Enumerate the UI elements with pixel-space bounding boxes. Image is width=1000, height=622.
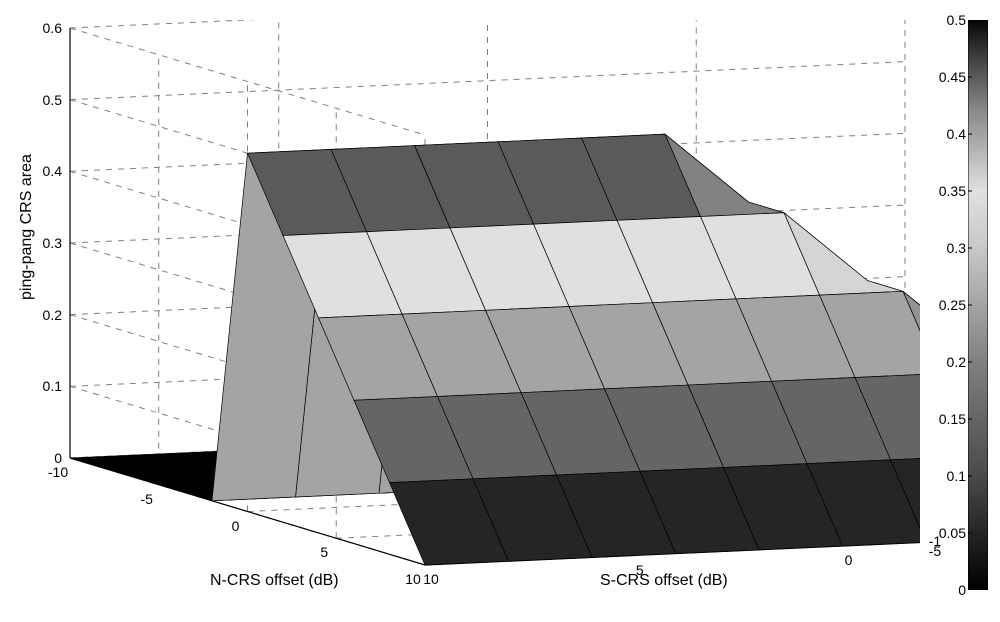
x-right-tick-label: 10 [423,571,439,587]
surface-plot [60,20,920,590]
z-tick-label: 0.2 [32,307,62,323]
z-tick-label: 0.5 [32,92,62,108]
x-right-tick-label: 5 [636,562,644,578]
colorbar-tick-label: 0 [958,582,966,598]
colorbar-tick-label: 0.4 [947,126,966,142]
colorbar [968,20,988,590]
colorbar-tick-label: 0.25 [939,297,966,313]
z-tick-label: 0.4 [32,163,62,179]
colorbar-ticks: 00.050.10.150.20.250.30.350.40.450.5 [926,20,966,590]
z-tick-label: 0.3 [32,235,62,251]
x-left-tick-label: -5 [141,491,153,507]
x-left-tick-label: -10 [48,464,68,480]
x-left-tick-label: 0 [232,518,240,534]
z-tick-label: 0.1 [32,378,62,394]
x-left-axis-label: N-CRS offset (dB) [210,572,339,590]
x-right-axis-label: S-CRS offset (dB) [600,572,728,590]
colorbar-tick-label: 0.05 [939,525,966,541]
colorbar-tick-label: 0.15 [939,411,966,427]
x-right-tick-label: 0 [845,552,853,568]
colorbar-tick-label: 0.1 [947,468,966,484]
colorbar-tick-label: 0.45 [939,69,966,85]
x-left-tick-label: 10 [405,571,421,587]
z-tick-label: 0.6 [32,20,62,36]
x-left-tick-label: 5 [320,544,328,560]
colorbar-tick-label: 0.35 [939,183,966,199]
colorbar-tick-label: 0.2 [947,354,966,370]
colorbar-tick-label: 0.5 [947,12,966,28]
colorbar-tick-label: 0.3 [947,240,966,256]
